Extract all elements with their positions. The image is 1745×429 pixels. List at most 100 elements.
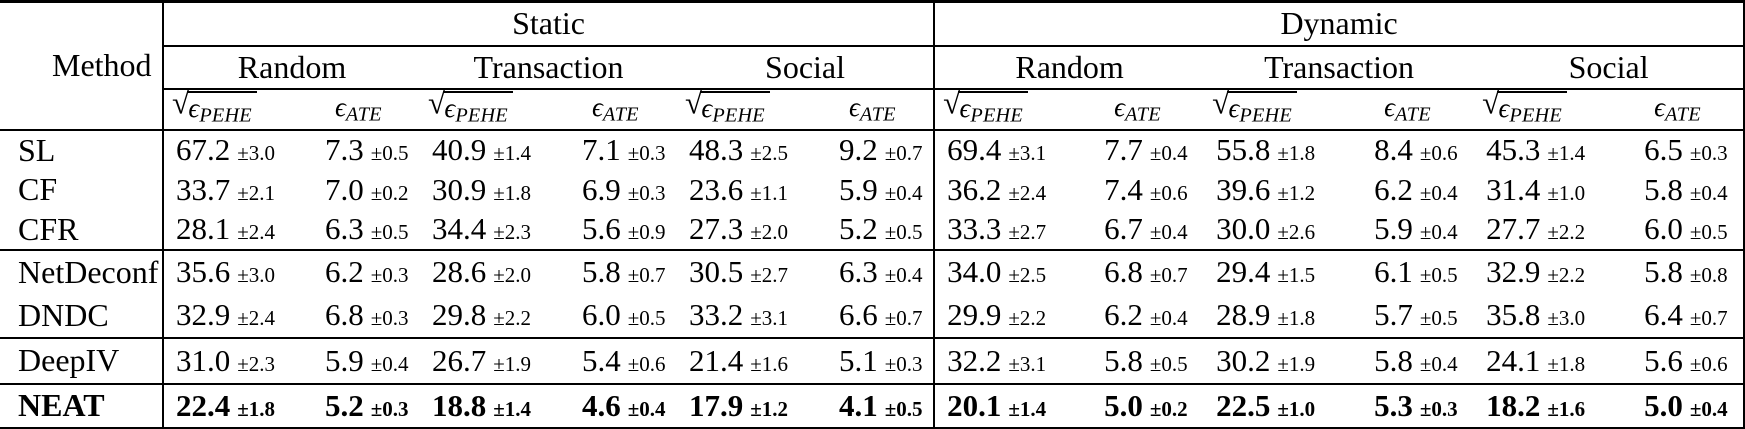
error-margin: ±1.4 <box>1008 396 1047 421</box>
sqrt-radical-icon: √ <box>685 88 703 121</box>
error-margin: ±0.5 <box>627 306 666 330</box>
value: 5.0 <box>1104 387 1143 423</box>
method-name: CFR <box>0 209 164 251</box>
ate-subscript: ATE <box>602 103 639 126</box>
error-margin: ±0.2 <box>370 180 409 205</box>
value: 5.9 <box>1374 211 1413 246</box>
table-row: DeepIV 31.0 ±2.3 5.9 ±0.4 26.7 ±1.9 5.4 ±0.6 21.4… <box>0 337 1745 385</box>
metric-header-pehe: √ ϵPEHE <box>677 88 817 131</box>
value: 5.3 <box>1374 387 1413 423</box>
value: 6.2 <box>1374 171 1413 207</box>
value: 6.0 <box>1644 211 1683 246</box>
error-margin: ±0.7 <box>884 306 923 330</box>
value: 6.8 <box>1104 254 1143 289</box>
error-margin: ±2.1 <box>237 180 276 205</box>
value: 7.4 <box>1104 171 1143 207</box>
value: 22.4 <box>176 387 231 423</box>
value: 39.6 <box>1216 171 1271 207</box>
ate-subscript: ATE <box>345 103 382 126</box>
metric-cell: 18.8 ±1.4 <box>420 384 560 429</box>
metric-cell: 7.3 ±0.5 <box>303 130 420 170</box>
metric-header-pehe: √ ϵPEHE <box>1474 88 1623 131</box>
error-margin: ±0.6 <box>627 351 666 376</box>
error-margin: ±1.8 <box>493 180 532 205</box>
error-margin: ±0.4 <box>884 263 923 287</box>
error-margin: ±0.2 <box>1149 396 1188 421</box>
value: 40.9 <box>432 132 487 167</box>
metric-cell: 31.4 ±1.0 <box>1474 170 1622 210</box>
error-margin: ±0.7 <box>1689 306 1728 330</box>
error-margin: ±2.0 <box>493 263 532 287</box>
metric-cell: 33.3 ±2.7 <box>934 209 1083 251</box>
value: 45.3 <box>1486 132 1541 167</box>
value: 5.8 <box>1644 254 1683 289</box>
metric-header-row: √ ϵPEHE ϵATE √ ϵPEHE ϵATE √ ϵPEHE ϵATE √ ϵPE… <box>0 88 1745 131</box>
metric-header-pehe: √ ϵPEHE <box>163 88 303 131</box>
error-margin: ±0.5 <box>1149 351 1188 376</box>
value: 69.4 <box>947 132 1002 167</box>
subgroup-header-social: Social <box>1474 45 1745 90</box>
value: 5.6 <box>1644 342 1683 378</box>
value: 7.0 <box>325 171 364 207</box>
metric-cell: 33.2 ±3.1 <box>677 293 817 339</box>
error-margin: ±1.8 <box>1277 306 1316 330</box>
metric-cell: 45.3 ±1.4 <box>1474 130 1622 170</box>
error-margin: ±2.4 <box>1008 180 1047 205</box>
epsilon-symbol: ϵ <box>701 93 713 124</box>
value: 24.1 <box>1486 342 1541 378</box>
value: 5.8 <box>1374 342 1413 378</box>
error-margin: ±0.6 <box>1689 351 1728 376</box>
metric-cell: 21.4 ±1.6 <box>677 337 817 385</box>
metric-cell: 7.7 ±0.4 <box>1082 130 1204 170</box>
metric-cell: 33.7 ±2.1 <box>163 170 303 210</box>
value: 7.1 <box>582 132 621 167</box>
value: 6.7 <box>1104 211 1143 246</box>
value: 5.4 <box>582 342 621 378</box>
epsilon-symbol: ϵ <box>849 91 860 122</box>
metric-cell: 40.9 ±1.4 <box>420 130 560 170</box>
results-body: SL 67.2 ±3.0 7.3 ±0.5 40.9 ±1.4 7.1 ±0.3 48.3 ±2.5… <box>0 129 1745 429</box>
subgroup-header-random: Random <box>934 45 1205 90</box>
table-row: NEAT 22.4 ±1.8 5.2 ±0.3 18.8 ±1.4 4.6 ±0.4 17.9 ±1… <box>0 383 1744 429</box>
epsilon-symbol: ϵ <box>444 93 456 124</box>
metric-cell: 6.7 ±0.4 <box>1082 209 1205 251</box>
error-margin: ±0.7 <box>627 263 666 287</box>
error-margin: ±1.6 <box>1547 396 1586 421</box>
metric-cell: 4.1 ±0.5 <box>817 383 936 429</box>
epsilon-symbol: ϵ <box>188 93 200 124</box>
epsilon-symbol: ϵ <box>959 93 971 124</box>
error-margin: ±1.0 <box>1547 180 1586 205</box>
pehe-subscript: PEHE <box>712 104 765 127</box>
value: 6.9 <box>582 171 621 207</box>
value: 6.5 <box>1644 132 1683 167</box>
error-margin: ±0.4 <box>1419 351 1458 376</box>
method-name: SL <box>0 129 164 170</box>
error-margin: ±1.8 <box>1547 351 1586 376</box>
value: 5.0 <box>1644 387 1683 423</box>
error-margin: ±0.7 <box>884 141 923 165</box>
value: 21.4 <box>689 342 744 378</box>
metric-cell: 32.9 ±2.4 <box>163 293 303 339</box>
value: 17.9 <box>689 387 744 423</box>
error-margin: ±1.2 <box>1277 180 1316 205</box>
method-name: CF <box>0 169 164 210</box>
error-margin: ±0.4 <box>1149 306 1188 330</box>
metric-cell: 6.2 ±0.3 <box>303 250 420 294</box>
metric-cell: 30.0 ±2.6 <box>1204 209 1353 251</box>
value: 6.6 <box>839 297 878 332</box>
ate-subscript: ATE <box>1394 103 1431 126</box>
metric-cell: 8.4 ±0.6 <box>1352 130 1474 170</box>
metric-cell: 27.7 ±2.2 <box>1474 209 1623 251</box>
value: 33.3 <box>947 211 1002 246</box>
metric-cell: 5.9 ±0.4 <box>817 169 936 210</box>
error-margin: ±3.1 <box>750 306 789 330</box>
error-margin: ±0.4 <box>1149 141 1188 165</box>
pehe-subscript: PEHE <box>199 104 252 127</box>
error-margin: ±2.4 <box>237 220 276 244</box>
metric-cell: 6.2 ±0.4 <box>1352 170 1474 210</box>
table-row: NetDeconf 35.6 ±3.0 6.2 ±0.3 28.6 ±2.0 5.8 ±0.7 3… <box>0 249 1744 294</box>
metric-cell: 30.2 ±1.9 <box>1204 337 1353 385</box>
value: 31.0 <box>176 342 231 378</box>
value: 34.4 <box>432 211 487 246</box>
metric-cell: 36.2 ±2.4 <box>934 170 1082 210</box>
